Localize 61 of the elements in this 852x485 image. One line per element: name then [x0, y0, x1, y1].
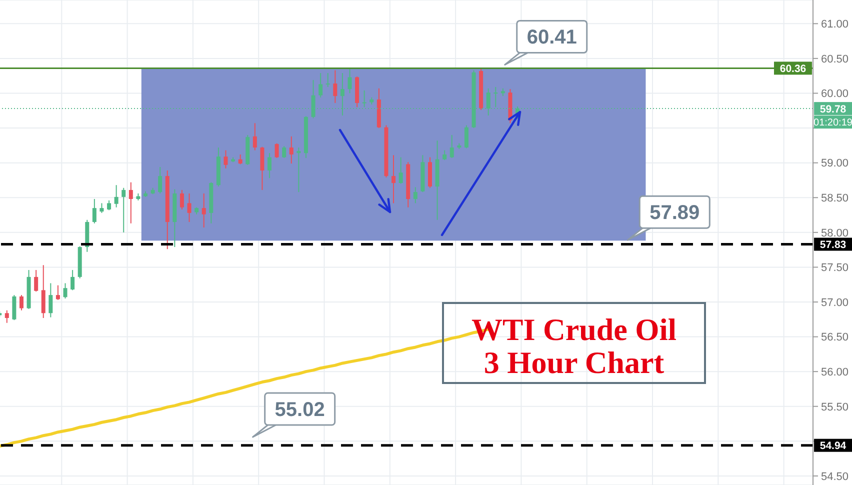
candlestick — [252, 122, 257, 151]
candlestick — [19, 294, 24, 311]
candlestick — [122, 187, 126, 233]
candlestick — [282, 146, 286, 158]
candlestick — [348, 66, 352, 94]
candlestick — [70, 269, 75, 291]
y-tick-label: 56.50 — [821, 332, 849, 344]
candlestick — [268, 152, 272, 179]
annotation: 55.02 — [274, 398, 325, 421]
candlestick — [4, 310, 9, 324]
candlestick — [392, 154, 396, 204]
ref-line-label: 57.83 — [820, 239, 846, 252]
annotation: 60.41 — [526, 26, 577, 49]
candlestick — [187, 192, 192, 222]
text: 3 Hour Chart — [484, 345, 665, 380]
candlestick — [450, 134, 454, 158]
ref-line-label: 59.78 — [820, 103, 846, 116]
candlestick — [413, 186, 418, 204]
candlestick — [238, 154, 242, 165]
candlestick — [296, 147, 301, 193]
candlestick — [202, 192, 206, 228]
candlestick — [41, 264, 46, 318]
candlestick — [362, 90, 366, 108]
candlestick — [398, 156, 403, 184]
y-tick-label: 54.50 — [821, 470, 849, 483]
candlestick — [158, 166, 162, 194]
y-tick-label: 60.00 — [821, 88, 849, 100]
y-tick-label: 55.50 — [821, 401, 849, 414]
candlestick — [494, 86, 498, 108]
candlestick — [289, 136, 294, 164]
candlestick — [274, 142, 279, 158]
y-tick-label: 57.00 — [821, 296, 849, 309]
candlestick — [92, 198, 96, 224]
candlestick — [224, 150, 228, 169]
candlestick — [442, 150, 447, 161]
candlestick — [12, 294, 16, 321]
candlestick — [318, 72, 323, 98]
candlestick — [56, 284, 60, 300]
y-tick-label: 57.50 — [821, 262, 849, 274]
candlestick — [48, 282, 53, 318]
y-tick-label: 60.50 — [821, 53, 849, 66]
ref-line-label: 60.36 — [780, 62, 806, 75]
ref-line-label: 54.94 — [820, 440, 846, 452]
candlestick — [100, 202, 104, 214]
candlestick — [333, 70, 338, 104]
candlestick — [34, 269, 38, 292]
candlestick — [128, 182, 133, 224]
y-tick-label: 58.50 — [821, 192, 849, 205]
candlestick — [63, 282, 68, 300]
candlestick — [107, 200, 112, 211]
y-tick-label: 59.00 — [821, 158, 849, 170]
candlestick — [180, 189, 184, 210]
candlestick — [326, 72, 330, 88]
candlestick — [260, 146, 264, 190]
text: WTI Crude Oil — [472, 312, 677, 347]
candlestick — [464, 124, 468, 149]
annotation: 57.89 — [650, 202, 700, 224]
candlestick — [114, 184, 118, 208]
y-tick-label: 56.00 — [821, 366, 849, 378]
y-tick-label: 58.00 — [821, 227, 849, 240]
y-tick-label: 61.00 — [821, 18, 849, 31]
